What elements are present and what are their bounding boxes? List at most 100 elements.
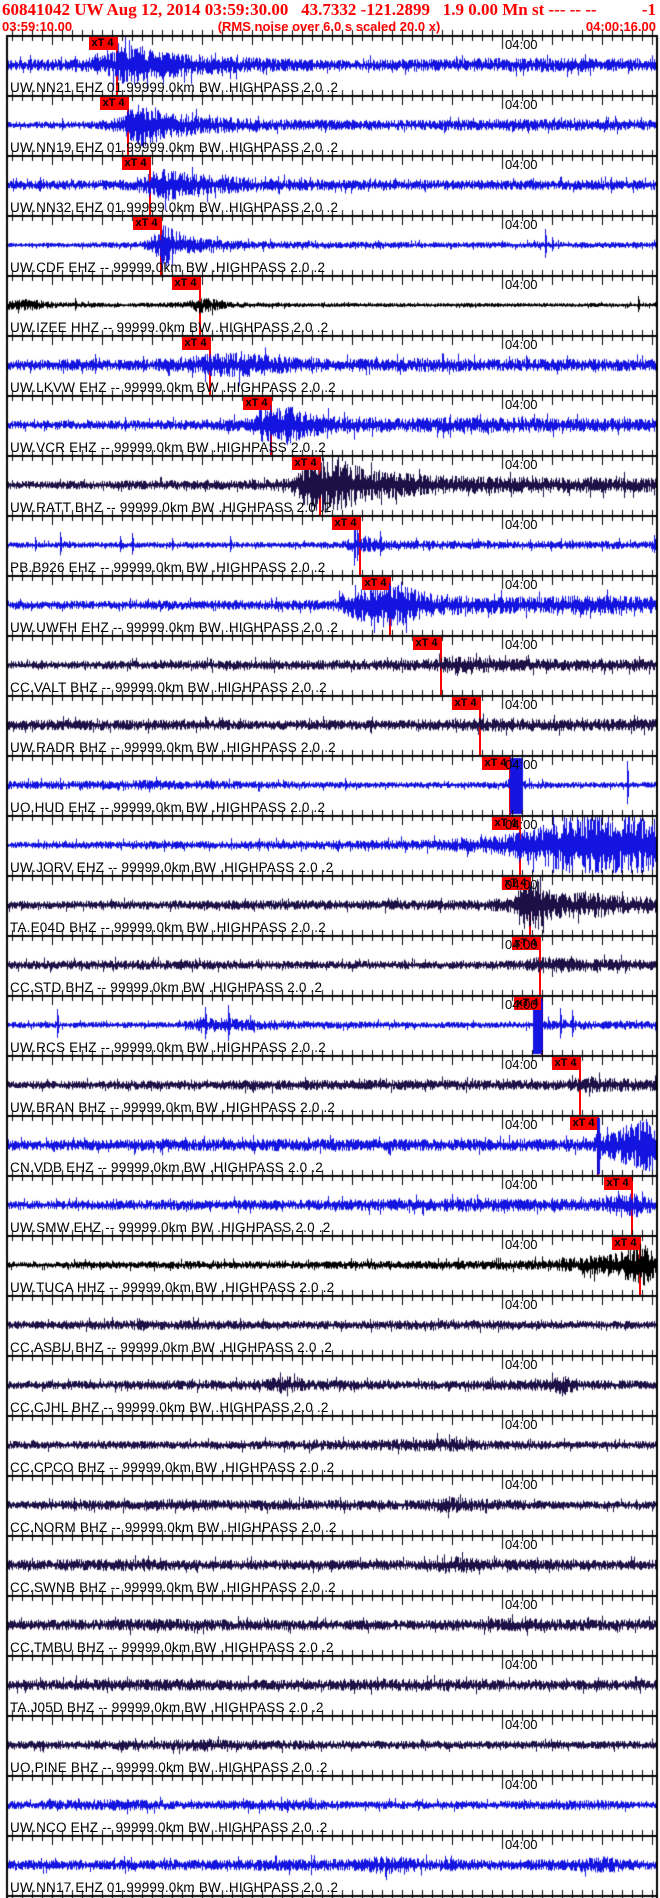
time-tick-label: 04:00 [505,1177,538,1192]
trace-row[interactable]: xT 4 04:00 CN.VDB EHZ -- 99999.0km BW .HIG… [0,1116,660,1176]
pick-time-line[interactable] [389,577,391,635]
pick-time-line[interactable] [631,1177,633,1235]
time-tick-label: 04:00 [505,577,538,592]
pick-flag[interactable]: xT 4 [332,517,359,530]
pick-flag[interactable]: xT 4 [552,1057,579,1070]
pick-flag[interactable]: xT 4 [604,1177,631,1190]
trace-row[interactable]: 04:00 CC.CJHL BHZ -- 99999.0km BW .HIGHPA… [0,1356,660,1416]
trace-row[interactable]: 04:00 CC.SWNB BHZ -- 99999.0km BW .HIGHPA… [0,1536,660,1596]
pick-flag[interactable]: xT 4 [133,217,160,230]
time-tick-label: 04:00 [505,1657,538,1672]
trace-label: UW.CDF EHZ -- 99999.0km BW .HIGHPASS 2.0… [10,260,326,275]
header-title-row: 60841042 UW Aug 12, 2014 03:59:30.00 43.… [0,0,658,19]
pick-time-line[interactable] [359,517,361,575]
pick-time-line[interactable] [541,997,543,1055]
trace-row[interactable]: 04:00 CC.NORM BHZ -- 99999.0km BW .HIGHPA… [0,1476,660,1536]
pick-time-line[interactable] [539,937,541,995]
trace-label: CC.CJHL BHZ -- 99999.0km BW .HIGHPASS 2.… [10,1400,329,1415]
window-end-time: 04:00:16.00 [585,19,656,34]
trace-row[interactable]: xT 4 04:00 UO.HUD EHZ -- 99999.0km BW .HIG… [0,756,660,816]
header-time-row: (RMS noise over 6.0 s scaled 20.0 x) 03:… [0,19,658,35]
trace-row[interactable]: xT 4 04:00 UW.VCR EHZ -- 99999.0km BW .HIG… [0,396,660,456]
trace-label: CC.VALT BHZ -- 99999.0km BW .HIGHPASS 2.… [10,680,327,695]
trace-row[interactable]: 04:00 UW.NN17 EHZ 01.99999.0km BW .HIGHPA… [0,1836,660,1896]
pick-flag[interactable]: xT 4 [172,277,199,290]
pick-flag[interactable]: xT 4 [243,397,270,410]
time-tick-label: 04:00 [505,1357,538,1372]
time-tick-label: 04:00 [505,1477,538,1492]
trace-label: UW.JORV EHZ -- 99999.0km BW .HIGHPASS 2.… [10,860,334,875]
time-tick-label: 04:00 [505,217,538,232]
trace-row[interactable]: xT 4 04:00 UW.CDF EHZ -- 99999.0km BW .HIG… [0,216,660,276]
time-tick-label: 04:00 [505,757,538,772]
trace-row[interactable]: xT 4 04:00 PB.B926 EHZ -- 99999.0km BW .HI… [0,516,660,576]
time-tick-label: 04:00 [505,1777,538,1792]
pick-time-line[interactable] [479,697,481,755]
time-tick-label: 04:00 [505,517,538,532]
trace-row[interactable]: xT 4 04:00 UW.NN32 EHZ 01.99999.0km BW .HI… [0,156,660,216]
trace-row[interactable]: xT 4 04:00 UW.JORV EHZ -- 99999.0km BW .HI… [0,816,660,876]
pick-flag[interactable]: xT 4 [452,697,479,710]
trace-row[interactable]: 04:00 CC.ASBU BHZ -- 99999.0km BW .HIGHPA… [0,1296,660,1356]
trace-row[interactable]: xT 4 04:00 UW.SMW EHZ -- 99999.0km BW .HIG… [0,1176,660,1236]
time-tick-label: 04:00 [505,1237,538,1252]
trace-row[interactable]: xT 4 04:00 UW.UWFH EHZ -- 99999.0km BW .HI… [0,576,660,636]
trace-row[interactable]: xT 4 04:00 UW.NN19 EHZ 01.99999.0km BW .HI… [0,96,660,156]
trace-label: UW.NCO EHZ -- 99999.0km BW .HIGHPASS 2.0… [10,1820,328,1835]
time-tick-label: 04:00 [505,1057,538,1072]
time-tick-label: 04:00 [505,637,538,652]
pick-flag[interactable]: xT 4 [362,577,389,590]
trace-row[interactable]: xT 4 04:00 UW.RATT BHZ -- 99999.0km BW .HI… [0,456,660,516]
trace-row[interactable]: xT 4 04:00 UW.TUCA HHZ -- 99999.0km BW .HI… [0,1236,660,1296]
pick-flag[interactable]: xT 4 [100,97,127,110]
trace-row[interactable]: 04:00 CC.CPCO BHZ -- 99999.0km BW .HIGHPA… [0,1416,660,1476]
pick-time-line[interactable] [440,637,442,695]
trace-row[interactable]: xT 4 04:00 UW.LKVW EHZ -- 99999.0km BW .HI… [0,336,660,396]
trace-label: UW.NN17 EHZ 01.99999.0km BW .HIGHPASS 2.… [10,1880,339,1895]
trace-label: UW.UWFH EHZ -- 99999.0km BW .HIGHPASS 2.… [10,620,339,635]
time-tick-label: 04:00 [505,37,538,52]
trace-label: UW.SMW EHZ -- 99999.0km BW .HIGHPASS 2.0… [10,1220,331,1235]
trace-label: UW.LKVW EHZ -- 99999.0km BW .HIGHPASS 2.… [10,380,336,395]
trace-label: UW.NN19 EHZ 01.99999.0km BW .HIGHPASS 2.… [10,140,339,155]
pick-flag[interactable]: xT 4 [413,637,440,650]
trace-label: UW.RADR BHZ -- 99999.0km BW .HIGHPASS 2.… [10,740,336,755]
time-tick-label: 04:00 [505,1717,538,1732]
pick-flag[interactable]: xT 4 [612,1237,639,1250]
trace-label: CC.ASBU BHZ -- 99999.0km BW .HIGHPASS 2.… [10,1340,333,1355]
trace-row[interactable]: xT 4 04:00 CC.STD BHZ -- 99999.0km BW .HIG… [0,936,660,996]
pick-flag[interactable]: xT 4 [182,337,209,350]
pick-flag[interactable]: xT 4 [292,457,319,470]
time-tick-label: 04:00 [505,157,538,172]
time-tick-label: 04:00 [505,997,538,1012]
time-tick-label: 04:00 [505,1597,538,1612]
time-tick-label: 04:00 [505,277,538,292]
pick-time-line[interactable] [579,1057,581,1115]
time-tick-label: 04:00 [505,397,538,412]
pick-flag[interactable]: xT 4 [570,1117,597,1130]
trace-row[interactable]: 04:00 UW.NCO EHZ -- 99999.0km BW .HIGHPAS… [0,1776,660,1836]
trace-label: TA.J05D BHZ -- 99999.0km BW .HIGHPASS 2.… [10,1700,324,1715]
pick-flag[interactable]: xT 4 [89,37,116,50]
trace-row[interactable]: xT 4 04:00 UW.RCS EHZ -- 99999.0km BW .HIG… [0,996,660,1056]
trace-label: UW.IZEE HHZ -- 99999.0km BW .HIGHPASS 2.… [10,320,329,335]
trace-label: UW.BRAN BHZ -- 99999.0km BW .HIGHPASS 2.… [10,1100,336,1115]
pick-time-line[interactable] [597,1117,599,1175]
trace-row[interactable]: xT 4 04:00 UW.NN21 EHZ 01.99999.0km BW .HI… [0,36,660,96]
time-tick-label: 04:00 [505,1537,538,1552]
event-summary-right: -1 [641,0,656,19]
trace-label: CC.TMBU BHZ -- 99999.0km BW .HIGHPASS 2.… [10,1640,334,1655]
trace-row[interactable]: xT 4 04:00 UW.BRAN BHZ -- 99999.0km BW .HI… [0,1056,660,1116]
scale-note: (RMS noise over 6.0 s scaled 20.0 x) [217,19,441,34]
trace-row[interactable]: xT 4 04:00 CC.VALT BHZ -- 99999.0km BW .HI… [0,636,660,696]
trace-row[interactable]: xT 4 04:00 TA.E04D BHZ -- 99999.0km BW .HI… [0,876,660,936]
trace-row[interactable]: xT 4 04:00 UW.IZEE HHZ -- 99999.0km BW .HI… [0,276,660,336]
pick-time-line[interactable] [639,1237,641,1295]
trace-row[interactable]: xT 4 04:00 UW.RADR BHZ -- 99999.0km BW .HI… [0,696,660,756]
trace-row[interactable]: 04:00 TA.J05D BHZ -- 99999.0km BW .HIGHPA… [0,1656,660,1716]
trace-row[interactable]: 04:00 UO.PINE BHZ -- 99999.0km BW .HIGHPA… [0,1716,660,1776]
time-tick-label: 04:00 [505,937,538,952]
trace-row[interactable]: 04:00 CC.TMBU BHZ -- 99999.0km BW .HIGHPA… [0,1596,660,1656]
pick-flag[interactable]: xT 4 [122,157,149,170]
